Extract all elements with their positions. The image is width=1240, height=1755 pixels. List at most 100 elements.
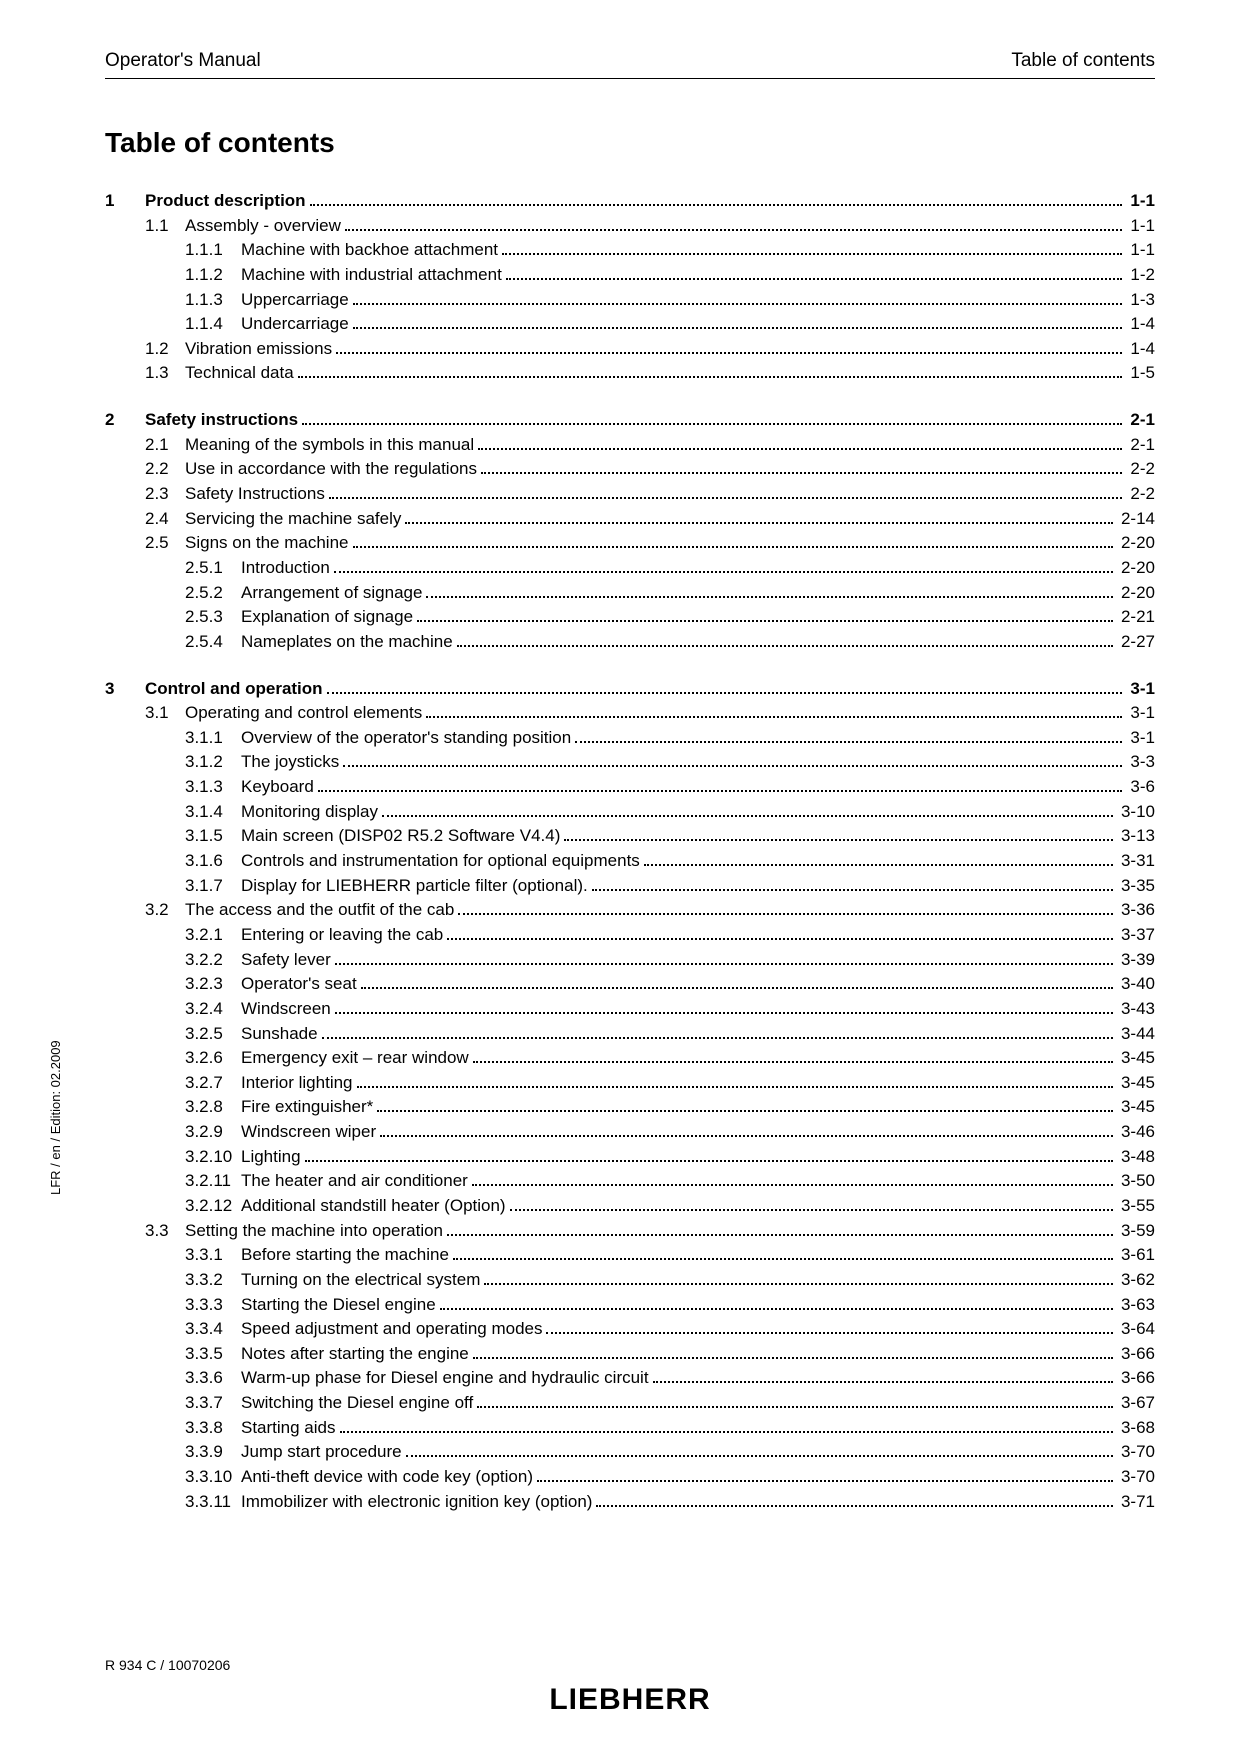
toc-page: 1-1 — [1126, 214, 1155, 239]
toc-number: 1.1.1 — [185, 238, 241, 263]
toc-page: 3-40 — [1117, 972, 1155, 997]
toc-leader — [457, 645, 1113, 647]
toc-title: Starting aids — [241, 1416, 336, 1441]
toc-page: 3-70 — [1117, 1440, 1155, 1465]
toc-leader — [458, 913, 1113, 915]
toc-leader — [377, 1110, 1113, 1112]
toc-number: 3.1.4 — [185, 800, 241, 825]
toc-number: 1.2 — [145, 337, 185, 362]
toc-page: 3-71 — [1117, 1490, 1155, 1515]
toc-number: 3.3.4 — [185, 1317, 241, 1342]
toc-entry: 3.2.9Windscreen wiper3-46 — [105, 1120, 1155, 1145]
toc-title: The heater and air conditioner — [241, 1169, 468, 1194]
toc-entry: 1.1.3Uppercarriage1-3 — [105, 288, 1155, 313]
toc-number: 1.3 — [145, 361, 185, 386]
toc-number: 3.2 — [145, 898, 185, 923]
toc-title: Technical data — [185, 361, 294, 386]
toc-entry: 1.2Vibration emissions1-4 — [105, 337, 1155, 362]
toc-title: Main screen (DISP02 R5.2 Software V4.4) — [241, 824, 560, 849]
toc-page: 3-35 — [1117, 874, 1155, 899]
toc-entry: 3.1.5Main screen (DISP02 R5.2 Software V… — [105, 824, 1155, 849]
toc-leader — [310, 204, 1123, 206]
toc-page: 2-1 — [1126, 408, 1155, 433]
toc-leader — [653, 1381, 1113, 1383]
toc-leader — [447, 938, 1113, 940]
toc-page: 3-45 — [1117, 1071, 1155, 1096]
toc-title: Jump start procedure — [241, 1440, 402, 1465]
toc-number: 3.2.6 — [185, 1046, 241, 1071]
toc-page: 1-4 — [1126, 312, 1155, 337]
toc-page: 2-20 — [1117, 581, 1155, 606]
toc-title: Undercarriage — [241, 312, 349, 337]
toc-entry: 3.3.5Notes after starting the engine3-66 — [105, 1342, 1155, 1367]
toc-number: 2.5.1 — [185, 556, 241, 581]
toc-number: 3.2.8 — [185, 1095, 241, 1120]
toc-number: 2.2 — [145, 457, 185, 482]
toc-leader — [477, 1406, 1113, 1408]
toc-number: 3.1.3 — [185, 775, 241, 800]
toc-page: 2-14 — [1117, 507, 1155, 532]
toc-title: Operator's seat — [241, 972, 357, 997]
toc-title: Windscreen wiper — [241, 1120, 376, 1145]
toc-entry: 3.1.4Monitoring display3-10 — [105, 800, 1155, 825]
toc-page: 1-1 — [1126, 238, 1155, 263]
toc-leader — [353, 327, 1123, 329]
toc-leader — [318, 790, 1123, 792]
toc-page: 3-39 — [1117, 948, 1155, 973]
toc-title: Operating and control elements — [185, 701, 422, 726]
toc-number: 1 — [105, 189, 145, 214]
toc-leader — [481, 472, 1122, 474]
toc-entry: 2.3Safety Instructions2-2 — [105, 482, 1155, 507]
toc-entry: 3.2.8Fire extinguisher*3-45 — [105, 1095, 1155, 1120]
toc-page: 1-1 — [1126, 189, 1155, 214]
toc-page: 2-1 — [1126, 433, 1155, 458]
toc-title: Sunshade — [241, 1022, 318, 1047]
toc-title: Uppercarriage — [241, 288, 349, 313]
toc-page: 3-64 — [1117, 1317, 1155, 1342]
toc-title: Servicing the machine safely — [185, 507, 401, 532]
toc-page: 3-31 — [1117, 849, 1155, 874]
toc-number: 3.2.7 — [185, 1071, 241, 1096]
page-footer: R 934 C / 10070206 LIEBHERR — [105, 1657, 1155, 1717]
toc-entry: 3.3.2Turning on the electrical system3-6… — [105, 1268, 1155, 1293]
toc-entry: 3.3Setting the machine into operation3-5… — [105, 1219, 1155, 1244]
toc-entry: 3.2.5Sunshade3-44 — [105, 1022, 1155, 1047]
toc-number: 3.3.6 — [185, 1366, 241, 1391]
toc-leader — [298, 376, 1123, 378]
toc-number: 1.1.2 — [185, 263, 241, 288]
toc-leader — [417, 620, 1113, 622]
toc-entry: 3.3.7Switching the Diesel engine off3-67 — [105, 1391, 1155, 1416]
toc-entry: 3.2.6Emergency exit – rear window3-45 — [105, 1046, 1155, 1071]
toc-page: 3-66 — [1117, 1366, 1155, 1391]
toc-leader — [353, 303, 1123, 305]
toc-number: 3.1.2 — [185, 750, 241, 775]
toc-leader — [302, 423, 1122, 425]
toc-title: Machine with backhoe attachment — [241, 238, 498, 263]
toc-page: 3-43 — [1117, 997, 1155, 1022]
toc-number: 1.1.4 — [185, 312, 241, 337]
toc-title: Machine with industrial attachment — [241, 263, 502, 288]
toc-title: Emergency exit – rear window — [241, 1046, 469, 1071]
toc-entry: 1.1Assembly - overview1-1 — [105, 214, 1155, 239]
toc-title: Explanation of signage — [241, 605, 413, 630]
toc-leader — [502, 253, 1122, 255]
toc-number: 3.3.1 — [185, 1243, 241, 1268]
toc-page: 2-2 — [1126, 457, 1155, 482]
toc-title: Before starting the machine — [241, 1243, 449, 1268]
toc-number: 3.3.2 — [185, 1268, 241, 1293]
toc-page: 3-55 — [1117, 1194, 1155, 1219]
toc-entry: 2.1Meaning of the symbols in this manual… — [105, 433, 1155, 458]
toc-title: Overview of the operator's standing posi… — [241, 726, 571, 751]
toc-entry: 3.2The access and the outfit of the cab3… — [105, 898, 1155, 923]
toc-page: 3-3 — [1126, 750, 1155, 775]
toc-leader — [406, 1455, 1113, 1457]
toc-title: Turning on the electrical system — [241, 1268, 480, 1293]
toc-title: Introduction — [241, 556, 330, 581]
toc-number: 3.2.1 — [185, 923, 241, 948]
toc-number: 3.3.8 — [185, 1416, 241, 1441]
toc-entry: 3.1.2The joysticks3-3 — [105, 750, 1155, 775]
toc-title: The access and the outfit of the cab — [185, 898, 454, 923]
toc-title: Starting the Diesel engine — [241, 1293, 436, 1318]
toc-leader — [472, 1184, 1113, 1186]
toc-title: Immobilizer with electronic ignition key… — [241, 1490, 592, 1515]
